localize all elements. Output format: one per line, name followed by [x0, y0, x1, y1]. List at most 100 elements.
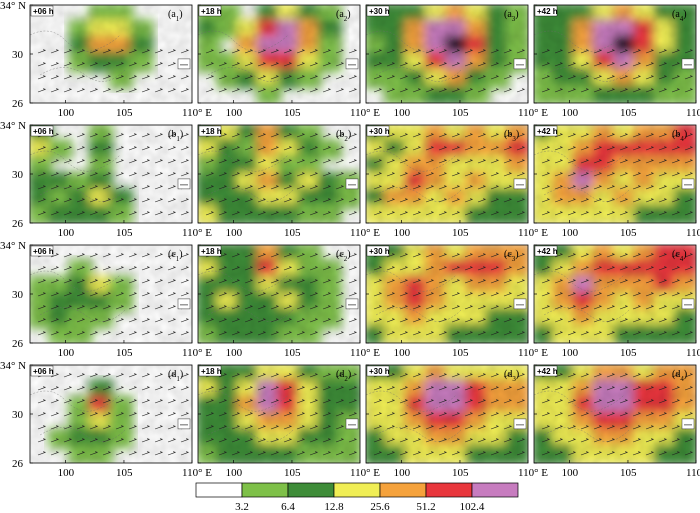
panel-label: (c2) — [336, 249, 351, 263]
terrain-contours — [534, 390, 630, 442]
axis-ticks — [30, 4, 193, 104]
reference-vector-box — [177, 418, 191, 430]
time-tag-box — [366, 125, 390, 137]
panel-c1: +06 h (c1) 100 105 110° E 34° N 30 26 — [0, 240, 212, 359]
x-tick-label: 110° E — [686, 227, 700, 239]
wind-vectors — [37, 133, 189, 216]
terrain-contours — [30, 30, 126, 82]
axis-ticks — [30, 244, 193, 344]
colorbar-tick-label: 51.2 — [416, 501, 435, 513]
reference-vector-box — [345, 298, 359, 310]
colorbar-tick-label: 102.4 — [460, 501, 485, 513]
x-tick-label: 105 — [452, 347, 469, 359]
y-tick-label: 30 — [12, 289, 24, 301]
x-tick-label: 100 — [58, 107, 75, 119]
x-tick-label: 100 — [226, 227, 243, 239]
x-tick-label: 105 — [116, 347, 133, 359]
x-tick-label: 105 — [116, 107, 133, 119]
panel-label: (a3) — [504, 9, 519, 23]
reference-vector-box — [177, 58, 191, 70]
panel-c2: +18 h (c2) 100 105 110° E — [197, 244, 380, 359]
wind-vectors — [541, 49, 693, 93]
x-tick-label: 110° E — [350, 467, 380, 479]
time-tag-box — [534, 245, 558, 257]
colorbar-segment — [425, 482, 473, 498]
axis-ticks — [198, 244, 361, 344]
reference-vector-box — [681, 418, 695, 430]
x-tick-label: 105 — [452, 107, 469, 119]
y-tick-label: 30 — [12, 169, 24, 181]
y-tick-label: 26 — [12, 338, 24, 350]
axis-ticks — [534, 4, 697, 104]
x-tick-label: 110° E — [686, 107, 700, 119]
panel-a1: +06 h (a1) 100 105 110° E 34° N 30 26 — [0, 0, 212, 119]
x-tick-label: 110° E — [182, 107, 212, 119]
terrain-contours — [366, 390, 462, 442]
x-tick-label: 110° E — [350, 227, 380, 239]
panel-label: (c4) — [672, 249, 687, 263]
x-tick-label: 105 — [284, 467, 301, 479]
axis-ticks — [534, 124, 697, 224]
wind-vectors — [205, 373, 357, 456]
panel-a2: +18 h (a2) 100 105 110° E — [197, 4, 380, 119]
wind-vectors — [205, 253, 357, 336]
axis-ticks — [534, 364, 697, 464]
x-tick-label: 110° E — [518, 467, 548, 479]
time-tag: +42 h — [537, 7, 558, 16]
colorbar-segment — [471, 482, 519, 498]
colorbar-segment — [287, 482, 335, 498]
time-tag-box — [198, 365, 222, 377]
x-tick-label: 110° E — [182, 227, 212, 239]
reference-vector-box — [345, 418, 359, 430]
x-tick-label: 105 — [620, 467, 637, 479]
x-tick-label: 110° E — [350, 107, 380, 119]
panel-label: (d1) — [168, 369, 183, 383]
x-tick-label: 105 — [116, 467, 133, 479]
x-tick-label: 105 — [452, 467, 469, 479]
panel-b2: +18 h (b2) 100 105 110° E — [197, 124, 380, 239]
y-tick-label: 26 — [12, 98, 24, 110]
y-tick-label: 30 — [12, 49, 24, 61]
x-tick-label: 110° E — [350, 347, 380, 359]
x-tick-label: 100 — [58, 227, 75, 239]
time-tag: +18 h — [201, 367, 222, 376]
colorbar-tick-label: 12.8 — [324, 501, 344, 513]
panel-label: (c3) — [504, 249, 519, 263]
colorbar-tick-label: 6.4 — [281, 501, 295, 513]
time-tag-box — [198, 5, 222, 17]
terrain-contours — [30, 270, 126, 322]
terrain-contours — [198, 390, 294, 442]
x-tick-label: 105 — [620, 347, 637, 359]
panel-label: (b1) — [168, 129, 183, 143]
time-tag: +18 h — [201, 7, 222, 16]
reference-vector-box — [177, 178, 191, 190]
x-tick-label: 100 — [58, 467, 75, 479]
time-tag: +18 h — [201, 247, 222, 256]
panel-d2: +18 h (d2) 100 105 110° E — [197, 364, 380, 479]
x-tick-label: 100 — [394, 107, 411, 119]
terrain-contours — [366, 270, 462, 322]
panel-label: (c1) — [168, 249, 183, 263]
panel-b3: +30 h (b3) 100 105 110° E — [365, 124, 548, 239]
x-tick-label: 110° E — [182, 467, 212, 479]
x-tick-label: 100 — [394, 467, 411, 479]
x-tick-label: 110° E — [182, 347, 212, 359]
axis-ticks — [534, 244, 697, 344]
time-tag: +42 h — [537, 367, 558, 376]
x-tick-label: 100 — [226, 467, 243, 479]
terrain-contours — [30, 150, 126, 202]
time-tag: +30 h — [369, 7, 390, 16]
reference-vector-box — [513, 418, 527, 430]
colorbar-segment — [379, 482, 427, 498]
time-tag-box — [30, 245, 54, 257]
x-tick-label: 100 — [562, 467, 579, 479]
time-tag-box — [198, 125, 222, 137]
time-tag: +18 h — [201, 127, 222, 136]
x-tick-label: 110° E — [518, 347, 548, 359]
wind-vectors — [205, 133, 357, 216]
panel-label: (a2) — [336, 9, 351, 23]
x-tick-label: 110° E — [686, 347, 700, 359]
time-tag: +06 h — [33, 247, 54, 256]
y-tick-label: 34° N — [0, 0, 26, 12]
